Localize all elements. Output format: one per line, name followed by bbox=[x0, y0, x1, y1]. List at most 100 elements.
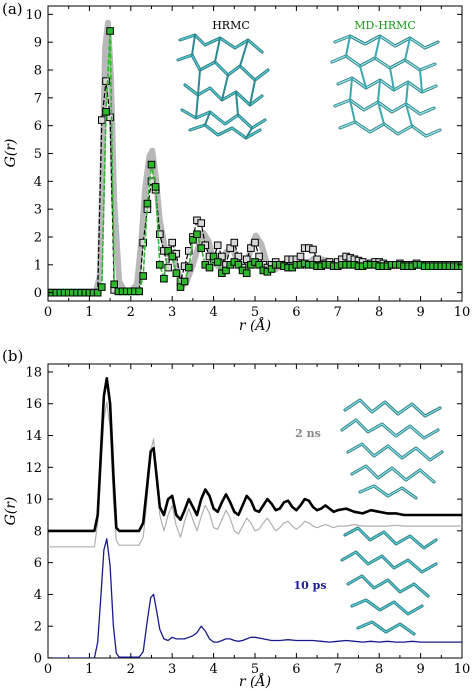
data-point bbox=[160, 274, 168, 283]
panel-b-series bbox=[48, 376, 462, 658]
y-tick-label: 7 bbox=[34, 91, 42, 106]
data-point bbox=[147, 160, 156, 169]
panel-b-xlabel: r (Å) bbox=[239, 672, 271, 690]
y-tick-label: 8 bbox=[34, 64, 42, 79]
y-tick-label: 6 bbox=[34, 119, 42, 134]
y-tick-label: 18 bbox=[25, 365, 42, 380]
x-tick-label: 2 bbox=[127, 305, 135, 320]
y-tick-label: 2 bbox=[34, 620, 42, 635]
data-point bbox=[255, 261, 263, 269]
panel-b-ylabel: G(r) bbox=[3, 497, 19, 526]
data-point bbox=[242, 255, 251, 264]
y-tick-label: 9 bbox=[34, 36, 42, 51]
x-tick-label: 8 bbox=[375, 662, 383, 677]
panel-a: (a) HRMC MD-HRMC 0 1 2 3 4 5 6 7 8 9 10 0 1 2 3 4 5 6 7 8 9 1… bbox=[2, 0, 470, 334]
data-point bbox=[251, 238, 259, 247]
x-tick-label: 8 bbox=[375, 305, 383, 320]
md-hrmc-structure-inset bbox=[330, 34, 442, 138]
series-line-0-2 bbox=[48, 30, 462, 294]
data-point bbox=[234, 252, 243, 261]
panel-a-ylabel: G(r) bbox=[3, 139, 19, 168]
data-point bbox=[185, 247, 193, 255]
x-tick-label: 4 bbox=[209, 662, 217, 677]
data-point bbox=[168, 252, 176, 261]
x-tick-label: 7 bbox=[334, 305, 342, 320]
data-point bbox=[222, 266, 230, 275]
data-point bbox=[139, 272, 147, 280]
panel-a-series bbox=[48, 19, 462, 297]
data-point bbox=[255, 252, 263, 261]
data-point bbox=[242, 269, 251, 277]
data-point bbox=[172, 269, 181, 277]
series-line-1-1 bbox=[48, 376, 462, 533]
data-point bbox=[168, 238, 176, 247]
x-tick-label: 0 bbox=[44, 662, 52, 677]
data-point bbox=[234, 261, 243, 269]
2ns-structure-inset bbox=[340, 398, 444, 500]
x-tick-label: 5 bbox=[251, 305, 259, 320]
2ns-inset-label: 2 ns bbox=[295, 427, 321, 440]
data-point bbox=[98, 116, 106, 124]
y-tick-label: 8 bbox=[34, 524, 42, 539]
data-point bbox=[156, 230, 164, 238]
x-tick-label: 3 bbox=[168, 662, 176, 677]
data-point bbox=[226, 244, 234, 252]
x-tick-label: 4 bbox=[209, 305, 217, 320]
data-point bbox=[110, 280, 119, 289]
y-tick-label: 5 bbox=[34, 147, 42, 162]
x-tick-label: 1 bbox=[85, 305, 93, 320]
data-point bbox=[309, 245, 317, 254]
data-point bbox=[205, 263, 214, 272]
y-tick-label: 12 bbox=[25, 461, 42, 476]
data-point bbox=[164, 247, 172, 255]
y-tick-label: 6 bbox=[34, 556, 42, 571]
panel-a-axes: 0 1 2 3 4 5 6 7 8 9 10 0 1 2 3 4 5 6 7 8 9 10 bbox=[25, 6, 470, 320]
panel-b-label: (b) bbox=[2, 347, 23, 365]
data-point bbox=[102, 77, 110, 85]
data-point bbox=[106, 113, 114, 122]
x-tick-label: 0 bbox=[44, 305, 52, 320]
10ps-structure-inset bbox=[340, 526, 438, 636]
data-point bbox=[102, 108, 110, 116]
data-point bbox=[156, 261, 164, 269]
data-point bbox=[209, 252, 218, 261]
data-point bbox=[143, 199, 152, 208]
y-tick-label: 4 bbox=[34, 588, 42, 603]
x-tick-label: 9 bbox=[416, 305, 424, 320]
y-tick-label: 1 bbox=[34, 258, 42, 273]
10ps-inset-label: 10 ps bbox=[293, 579, 326, 592]
x-tick-label: 10 bbox=[454, 662, 471, 677]
panel-b: (b) 2 ns 10 ps 0 1 2 3 4 5 6 7 8 9 100246810121416… bbox=[2, 347, 470, 690]
data-point bbox=[185, 263, 193, 272]
data-point bbox=[93, 288, 102, 297]
y-tick-label: 10 bbox=[25, 493, 42, 508]
data-point bbox=[151, 183, 160, 191]
x-tick-label: 7 bbox=[334, 662, 342, 677]
data-point bbox=[180, 277, 189, 286]
data-point bbox=[218, 252, 226, 261]
data-point bbox=[247, 244, 255, 252]
data-point bbox=[98, 283, 106, 291]
y-tick-label: 2 bbox=[34, 230, 42, 245]
y-tick-label: 10 bbox=[25, 8, 42, 23]
x-tick-label: 1 bbox=[85, 662, 93, 677]
x-tick-label: 10 bbox=[454, 305, 471, 320]
data-point bbox=[197, 219, 205, 227]
data-point bbox=[193, 230, 201, 238]
x-tick-label: 5 bbox=[251, 662, 259, 677]
x-tick-label: 6 bbox=[292, 662, 300, 677]
data-point bbox=[213, 241, 222, 250]
panel-a-label: (a) bbox=[2, 0, 23, 18]
hrmc-structure-inset bbox=[176, 33, 270, 140]
y-tick-label: 0 bbox=[34, 652, 42, 667]
data-point bbox=[189, 236, 197, 244]
panel-a-xlabel: r (Å) bbox=[239, 316, 271, 334]
y-tick-label: 14 bbox=[25, 429, 42, 444]
x-tick-label: 3 bbox=[168, 305, 176, 320]
data-point bbox=[176, 283, 185, 291]
y-tick-label: 4 bbox=[34, 175, 42, 190]
data-point bbox=[139, 238, 147, 247]
y-tick-label: 0 bbox=[34, 286, 42, 301]
